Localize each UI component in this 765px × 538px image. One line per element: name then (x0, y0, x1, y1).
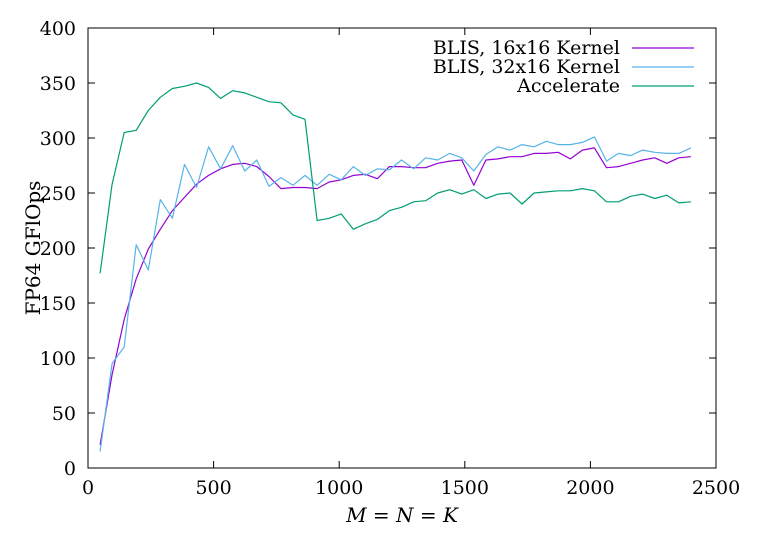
y-tick-label: 400 (40, 18, 76, 40)
series-line-1 (99, 147, 691, 446)
x-tick-label: 0 (82, 477, 94, 499)
y-tick-label: 200 (40, 238, 76, 260)
legend-label-1: BLIS, 16x16 Kernel (433, 37, 620, 59)
series-line-2 (99, 136, 692, 452)
axes (87, 27, 717, 469)
plot-frame (87, 27, 717, 469)
y-tick-label: 0 (64, 458, 76, 480)
x-axis-title: M = N = K (345, 503, 459, 527)
legend-label-3: Accelerate (516, 75, 620, 97)
axis-titles: M = N = K FP64 GFlOps (21, 181, 459, 527)
x-tick-label: 1500 (441, 477, 489, 499)
y-tick-label: 350 (40, 73, 76, 95)
x-tick-label: 500 (195, 477, 231, 499)
x-tick-label: 2000 (566, 477, 614, 499)
y-tick-label: 50 (52, 403, 76, 425)
y-tick-label: 100 (40, 348, 76, 370)
y-tick-label: 150 (40, 293, 76, 315)
y-tick-label: 250 (40, 183, 76, 205)
x-tick-label: 2500 (692, 477, 740, 499)
legend-label-2: BLIS, 32x16 Kernel (433, 56, 620, 78)
x-tick-label: 1000 (315, 477, 363, 499)
y-tick-label: 300 (40, 128, 76, 150)
series-lines (99, 82, 692, 452)
series-line-3 (99, 82, 691, 274)
axis-ticks: 0 500 1000 1500 2000 2500 0 50 100 150 200 250 300 35… (40, 18, 740, 499)
y-axis-title: FP64 GFlOps (21, 181, 45, 316)
